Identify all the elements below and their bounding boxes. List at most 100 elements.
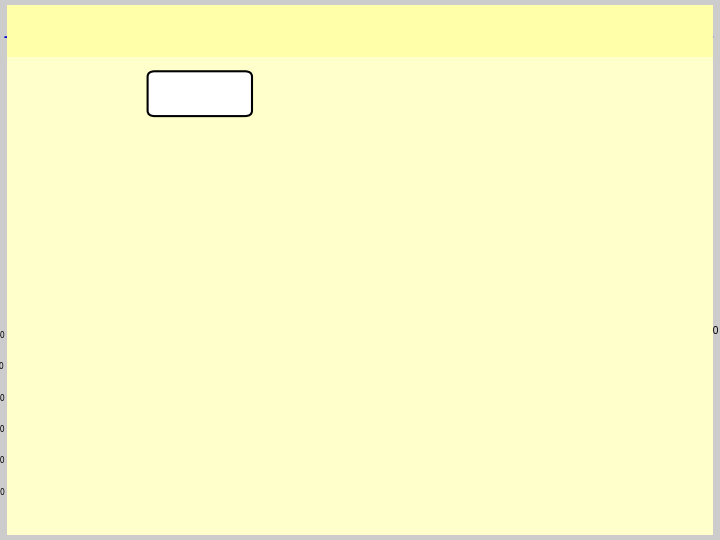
Text: ∫ L dt = 76 pb⁻¹: ∫ L dt = 76 pb⁻¹ bbox=[576, 102, 649, 111]
Bar bbox=[80, 435, 85, 491]
Text: E. Perez: E. Perez bbox=[9, 524, 50, 532]
Bar bbox=[112, 490, 118, 491]
Text: evjj channel: evjj channel bbox=[17, 282, 101, 295]
Bar bbox=[91, 457, 96, 491]
Bar bbox=[63, 381, 69, 491]
Bar bbox=[36, 435, 42, 491]
Bar bbox=[129, 485, 135, 491]
Bar bbox=[612, 315, 626, 316]
Bar bbox=[585, 314, 598, 316]
Text: LP '03, 08 / 11/ 03: LP '03, 08 / 11/ 03 bbox=[621, 524, 711, 532]
Text: evjj: evjj bbox=[14, 166, 35, 179]
Text: • rate for a jet to "fake" an e: • rate for a jet to "fake" an e bbox=[252, 86, 401, 96]
X-axis label: Missing E_T (GeV): Missing E_T (GeV) bbox=[518, 341, 623, 353]
Bar bbox=[85, 448, 91, 491]
Text: SM Background: SM Background bbox=[68, 86, 165, 99]
Text: W (→ μ/τ ) + jets: W (→ μ/τ ) + jets bbox=[68, 206, 162, 217]
Bar bbox=[487, 267, 501, 316]
Bar bbox=[74, 422, 80, 491]
Bar bbox=[543, 308, 557, 316]
Bar bbox=[446, 111, 460, 316]
Bar bbox=[460, 201, 474, 316]
Bar bbox=[14, 466, 20, 491]
Text: • correct the O(α_s^0) MC to
  reproduce the observed jet mult.: • correct the O(α_s^0) MC to reproduce t… bbox=[252, 130, 432, 150]
Bar bbox=[107, 476, 112, 491]
Bar bbox=[150, 490, 156, 491]
Bar bbox=[58, 366, 63, 491]
Bar bbox=[69, 403, 74, 491]
Bar bbox=[47, 372, 53, 491]
Text: • Pair production at Tevatron: • Pair production at Tevatron bbox=[11, 66, 217, 79]
Bar bbox=[557, 312, 571, 316]
Bar bbox=[20, 448, 25, 491]
Text: —: — bbox=[470, 432, 480, 441]
Text: evjj: evjj bbox=[368, 348, 389, 361]
Text: Mainly W+jets
QCD dominates
at large M_T
& S_T: Mainly W+jets QCD dominates at large M_T… bbox=[14, 328, 104, 368]
Bar bbox=[543, 308, 557, 316]
Bar bbox=[135, 488, 140, 491]
Text: • use of control / bckgd
  enriched samples: • use of control / bckgd enriched sample… bbox=[252, 108, 376, 127]
Text: No attempt to reconstruct the LQ mass: No attempt to reconstruct the LQ mass bbox=[320, 168, 579, 181]
Text: D0, 121 pb⁻¹: D0, 121 pb⁻¹ bbox=[174, 477, 262, 491]
Bar bbox=[474, 251, 487, 316]
Text: 3 / 4.19 ± 1.00
(121 pb⁻¹): 3 / 4.19 ± 1.00 (121 pb⁻¹) bbox=[436, 345, 514, 364]
Text: vvjj: vvjj bbox=[14, 218, 35, 231]
Text: D0: D0 bbox=[459, 228, 476, 241]
Bar bbox=[58, 466, 63, 491]
Bar bbox=[47, 454, 53, 491]
Text: vvjj channel: vvjj channel bbox=[438, 78, 521, 91]
Bar bbox=[25, 466, 31, 491]
Bar bbox=[102, 472, 107, 491]
Bar bbox=[529, 303, 543, 316]
Bar bbox=[31, 429, 36, 491]
Text: DY + jets,: DY + jets, bbox=[68, 113, 125, 124]
Bar bbox=[516, 292, 529, 316]
Bar bbox=[501, 283, 516, 316]
Bar bbox=[96, 466, 102, 491]
Bar bbox=[102, 488, 107, 491]
Bar bbox=[14, 482, 20, 491]
Text: 0 / 3.4 ± 3.2
(72 pb⁻¹): 0 / 3.4 ± 3.2 (72 pb⁻¹) bbox=[597, 274, 662, 293]
Bar bbox=[140, 488, 145, 491]
Bar bbox=[516, 292, 529, 316]
Text: Z (→vv) + jets: Z (→vv) + jets bbox=[68, 218, 147, 228]
Bar bbox=[460, 234, 474, 316]
Bar bbox=[42, 444, 47, 491]
Bar bbox=[156, 490, 162, 491]
Text: vvjj: vvjj bbox=[368, 430, 388, 443]
Bar bbox=[20, 476, 25, 491]
Text: Bckgd
well
controlled: Bckgd well controlled bbox=[305, 340, 356, 370]
Bar bbox=[80, 482, 85, 491]
Bar bbox=[487, 259, 501, 316]
Legend: data, SM prediction (no QCD), LQ (m = 100 GeV / c²): data, SM prediction (no QCD), LQ (m = 10… bbox=[588, 74, 706, 115]
Y-axis label: Events / 10 GeV: Events / 10 GeV bbox=[395, 154, 404, 232]
Bar bbox=[107, 490, 112, 491]
Text: eejj: eejj bbox=[367, 277, 389, 290]
Bar bbox=[74, 479, 80, 491]
Bar bbox=[598, 315, 612, 316]
Bar bbox=[63, 472, 69, 491]
Bar bbox=[571, 313, 585, 316]
Text: CDF: CDF bbox=[613, 228, 639, 241]
Text: First Generation Leptoquarks at Tevatron: First Generation Leptoquarks at Tevatron bbox=[4, 14, 716, 45]
Bar bbox=[626, 315, 640, 316]
Bar bbox=[42, 413, 47, 491]
Bar bbox=[85, 485, 91, 491]
Text: Require a good
understanding of
missing $E_T$ !: Require a good understanding of missing … bbox=[288, 139, 423, 190]
Text: QCD: QCD bbox=[14, 440, 45, 453]
Text: Topol.: Topol. bbox=[14, 86, 51, 99]
Bar bbox=[162, 490, 167, 491]
Bar bbox=[145, 488, 150, 491]
Bar bbox=[446, 218, 460, 316]
Text: QCD "fake", top: QCD "fake", top bbox=[68, 123, 158, 133]
Bar bbox=[112, 479, 118, 491]
Bar bbox=[96, 488, 102, 491]
Bar bbox=[69, 476, 74, 491]
Text: ): ) bbox=[250, 136, 283, 205]
Bar bbox=[31, 454, 36, 491]
Bar bbox=[53, 360, 58, 491]
Bar bbox=[557, 312, 571, 316]
Bar bbox=[571, 314, 585, 316]
Text: 42 / 42.5 ± 10.7
( 76 pb⁻¹): 42 / 42.5 ± 10.7 ( 76 pb⁻¹) bbox=[588, 427, 672, 447]
Bar bbox=[53, 460, 58, 491]
